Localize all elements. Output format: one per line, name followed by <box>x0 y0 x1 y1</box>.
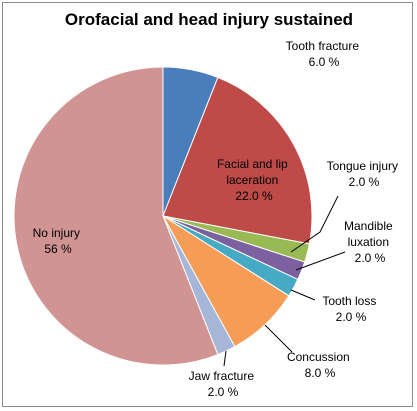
leader-mandible-luxation <box>295 251 346 271</box>
slice-label-tooth-loss: Tooth loss 2.0 % <box>322 294 379 324</box>
slice-label-no-injury: No injury 56 % <box>33 226 84 256</box>
chart-title: Orofacial and head injury sustained <box>65 10 353 29</box>
leader-concussion <box>264 324 293 353</box>
pie-slice-no-injury <box>13 66 219 366</box>
pie-slice-facial-and-lip-laceration <box>162 76 313 245</box>
slice-label-tooth-fracture: Tooth fracture 6.0 % <box>286 39 363 69</box>
leader-jaw-fracture <box>223 350 227 367</box>
leader-tongue-injury <box>290 195 339 253</box>
pie-slices <box>13 66 313 366</box>
slice-label-jaw-fracture: Jaw fracture 2.0 % <box>189 369 258 399</box>
slice-label-tongue-injury: Tongue injury 2.0 % <box>327 159 402 189</box>
slice-label-facial-lip-laceration: Facial and lip laceration 22.0 % <box>217 157 291 203</box>
leader-tooth-loss <box>290 289 316 301</box>
leader-lines <box>223 195 346 367</box>
slice-label-mandible-luxation: Mandible luxation 2.0 % <box>344 219 396 265</box>
slice-label-concussion: Concussion 8.0 % <box>287 350 353 380</box>
